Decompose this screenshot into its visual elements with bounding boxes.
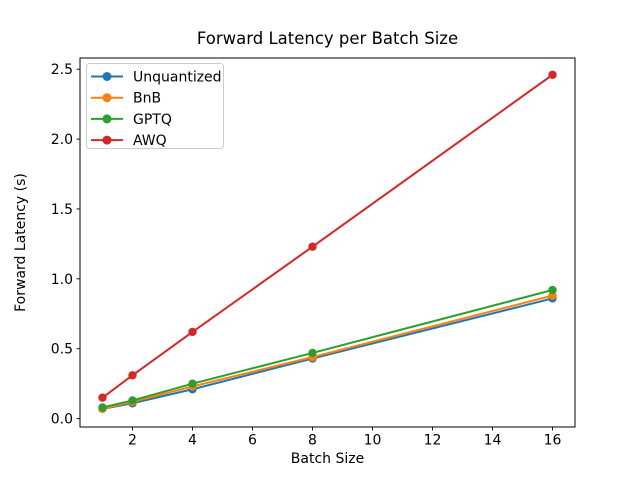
series-line-bnb [102,294,553,410]
y-tick-label: 0.0 [51,412,73,428]
y-tick-label: 0.5 [51,342,73,358]
legend-label-bnb: BnB [133,91,161,107]
legend-label-gptq: GPTQ [133,112,172,128]
y-tick-label: 1.0 [51,272,73,288]
data-point-gptq [548,285,557,295]
x-tick-label: 8 [308,433,317,449]
y-tick-label: 2.0 [51,132,73,148]
legend-box [86,63,224,149]
x-tick-label: 16 [544,433,562,449]
x-tick-label: 2 [128,433,137,449]
legend: Unquantized BnB GPTQ AWQ [86,63,224,149]
legend-label-awq: AWQ [133,133,167,149]
data-point-awq [548,70,557,79]
data-point-awq [98,393,107,402]
x-tick-label: 10 [364,433,382,449]
data-point-gptq [128,396,137,405]
data-point-gptq [188,379,197,388]
plot-area: 2 4 6 8 10 12 14 16 0.0 0.5 1.0 1.5 2.0 2.5 Unquantize… [51,57,576,449]
x-axis-label: Batch Size [291,451,364,467]
data-point-awq [308,242,317,251]
x-tick-label: 4 [188,433,197,449]
data-point-gptq [98,403,107,412]
legend-marker-bnb [102,93,112,103]
x-tick-label: 12 [424,433,442,449]
y-axis-label: Forward Latency (s) [13,173,29,312]
legend-marker-unquantized [102,72,112,81]
x-tick-label: 6 [248,433,257,449]
axes-spines [79,57,576,428]
legend-marker-awq [102,135,112,145]
data-point-awq [188,327,197,337]
legend-label-unquantized: Unquantized [133,70,222,86]
y-tick-label: 1.5 [51,202,73,218]
chart-title: Forward Latency per Batch Size [197,29,458,48]
x-tick-label: 14 [484,433,502,449]
data-point-awq [128,371,137,380]
data-point-gptq [308,348,317,358]
legend-marker-gptq [102,114,112,124]
y-tick-label: 2.5 [51,62,73,78]
